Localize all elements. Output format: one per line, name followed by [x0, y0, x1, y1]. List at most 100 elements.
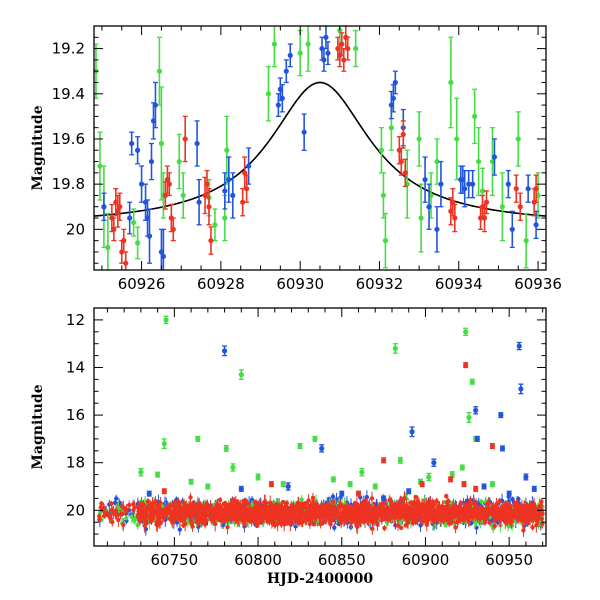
data-point: [301, 129, 307, 135]
y-tick-label: 19.8: [52, 175, 85, 193]
data-point: [275, 102, 281, 108]
baseline-point: [479, 499, 484, 504]
y-tick-label: 19.6: [52, 130, 85, 148]
data-point: [525, 186, 531, 192]
baseline-point: [114, 496, 119, 501]
x-tick-label: 60932: [356, 275, 404, 293]
data-point: [265, 91, 272, 97]
y-tick-label: 19.2: [52, 40, 85, 58]
data-point: [224, 147, 230, 153]
data-point: [131, 219, 137, 226]
data-point: [515, 136, 521, 142]
data-point: [378, 147, 385, 153]
data-point: [517, 204, 523, 210]
data-point: [390, 95, 396, 101]
data-point: [105, 244, 111, 251]
data-point: [454, 136, 460, 142]
baseline-point: [135, 522, 140, 528]
baseline-point: [306, 498, 311, 503]
data-point: [135, 147, 141, 153]
data-point: [418, 215, 424, 221]
baseline-point: [418, 523, 423, 528]
x-tick-label: 60926: [118, 275, 166, 293]
data-point: [222, 215, 228, 221]
plot-area: [94, 26, 546, 270]
data-point: [135, 240, 141, 246]
data-point: [523, 238, 529, 244]
data-point: [196, 199, 202, 205]
data-point: [345, 45, 351, 52]
data-point: [127, 215, 133, 221]
data-point: [325, 50, 331, 56]
data-point: [513, 186, 519, 192]
data-point: [206, 204, 212, 210]
bottom-panel-full-lightcurve: 60750 60800 60850 60900 609501214161820Magni…: [30, 307, 547, 587]
data-point: [138, 181, 145, 187]
baseline-point: [299, 497, 304, 502]
model-curve: [94, 81, 546, 217]
data-point: [392, 79, 398, 86]
series-blue: [101, 26, 539, 270]
baseline-point: [540, 521, 545, 527]
data-point: [438, 181, 444, 187]
baseline-point: [534, 522, 539, 528]
data-point: [353, 45, 359, 52]
data-point: [341, 57, 347, 63]
baseline-point: [432, 524, 437, 529]
data-point: [305, 41, 311, 47]
x-tick-label: 60936: [514, 275, 562, 293]
baseline-point: [399, 525, 404, 531]
data-point: [158, 140, 165, 147]
data-point: [242, 170, 248, 176]
data-point: [162, 192, 168, 199]
data-point: [509, 226, 515, 232]
data-point: [321, 57, 327, 63]
data-point: [208, 238, 214, 244]
baseline-point: [177, 527, 182, 532]
data-point: [121, 238, 127, 244]
data-point: [297, 50, 303, 56]
baseline-point: [249, 502, 255, 508]
data-point: [240, 199, 246, 205]
data-point: [505, 181, 511, 187]
data-point: [156, 68, 163, 74]
data-point: [466, 181, 472, 187]
data-point: [204, 181, 210, 187]
data-point: [283, 68, 289, 74]
data-point: [426, 204, 432, 210]
data-point: [279, 95, 285, 101]
data-point: [472, 113, 478, 119]
data-point: [450, 199, 456, 205]
baseline-point: [487, 520, 492, 525]
data-point: [470, 181, 476, 187]
baseline-point: [443, 522, 448, 528]
baseline-point: [510, 497, 515, 502]
baseline-cloud: [97, 491, 545, 537]
data-point: [117, 204, 123, 210]
data-point: [271, 41, 278, 47]
baseline-point: [280, 499, 286, 505]
y-axis-title: Magnitude: [30, 105, 46, 190]
data-point: [533, 186, 539, 192]
baseline-point: [434, 499, 439, 504]
baseline-point: [402, 496, 407, 501]
data-point: [402, 170, 408, 176]
data-point: [182, 136, 188, 142]
baseline-point: [116, 505, 121, 510]
data-point: [323, 34, 329, 40]
baseline-point: [257, 500, 262, 506]
baseline-point: [332, 525, 337, 530]
data-point: [382, 238, 389, 244]
data-point: [146, 233, 153, 239]
data-point: [166, 181, 172, 187]
data-point: [398, 158, 404, 165]
baseline-point: [369, 496, 375, 501]
data-point: [212, 222, 218, 228]
data-point: [230, 192, 236, 199]
baseline-point: [124, 515, 129, 521]
data-point: [434, 158, 440, 165]
baseline-point: [131, 517, 137, 522]
baseline-point: [370, 519, 376, 525]
data-point: [180, 192, 186, 199]
baseline-point: [387, 497, 393, 503]
